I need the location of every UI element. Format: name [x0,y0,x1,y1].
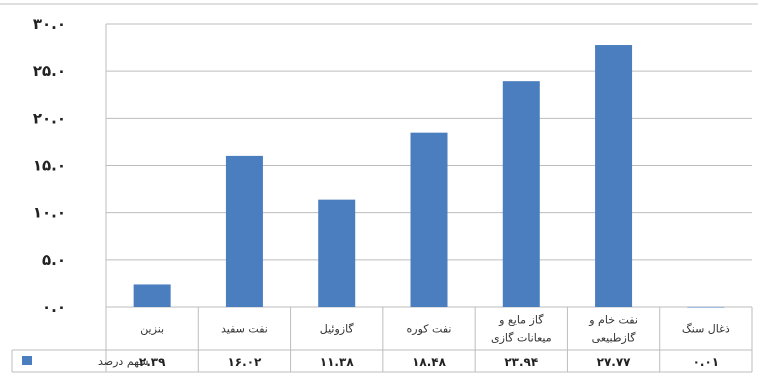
value-label: ۰.۰۱ [693,355,720,369]
bar [687,306,725,308]
y-tick-label: ۳۰.۰ [33,15,66,33]
category-label: میعانات گازی [491,332,552,345]
y-tick-label: ۰.۰ [42,298,66,316]
bar [318,199,356,307]
category-label: بنزین [140,323,164,336]
category-label: نفت سفید [221,323,268,336]
value-label: ۱۱.۳۸ [320,355,355,369]
legend-label: سهم درصد [98,355,148,368]
y-tick-label: ۱۰.۰ [33,204,66,222]
category-label: گازطبیعی [592,332,637,345]
category-label: نفت کوره [407,323,452,336]
y-tick-label: ۲۰.۰ [33,109,66,127]
y-tick-label: ۲۵.۰ [33,62,66,80]
bar [133,284,171,307]
bar [502,81,540,307]
category-label: گاز مایع و [498,314,544,327]
legend-swatch [22,356,32,365]
category-label: نفت خام و [588,314,638,327]
value-label: ۲.۳۹ [139,355,166,369]
bar [410,132,448,307]
y-tick-label: ۱۵.۰ [33,157,66,175]
y-tick-label: ۵.۰ [42,251,66,269]
category-label: گازوئیل [320,323,355,336]
bar [595,45,633,307]
value-label: ۱۶.۰۲ [227,355,262,369]
bar [225,155,263,307]
value-label: ۲۷.۷۷ [597,355,632,369]
value-label: ۱۸.۴۸ [412,355,447,369]
category-label: ذغال سنگ [682,323,730,336]
value-label: ۲۳.۹۴ [504,355,538,369]
